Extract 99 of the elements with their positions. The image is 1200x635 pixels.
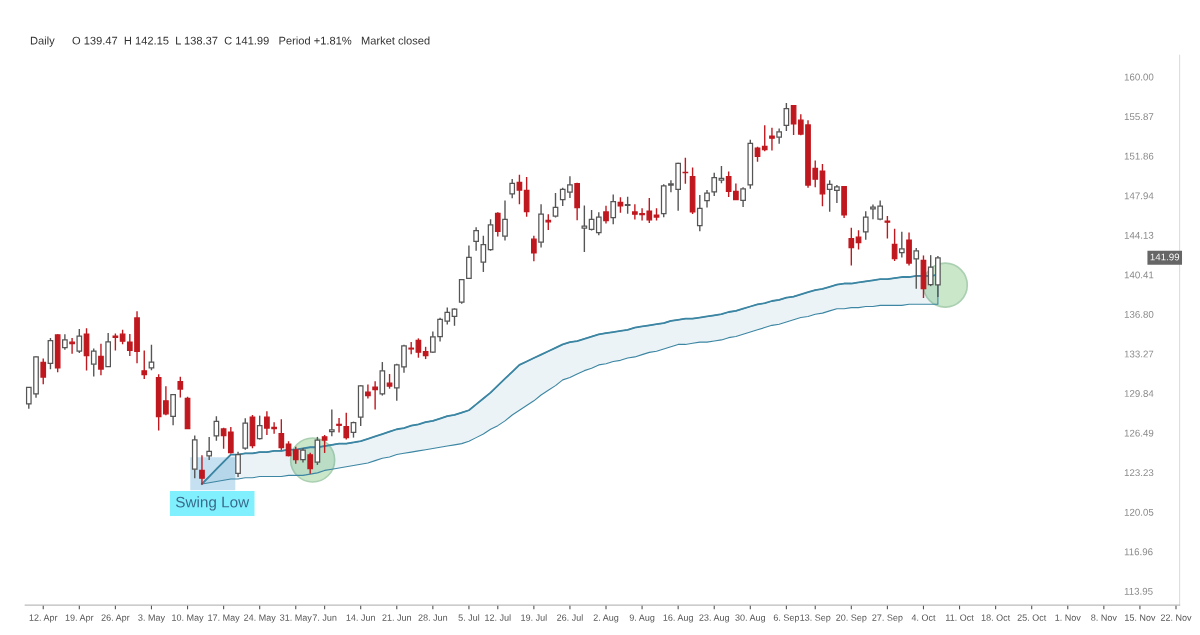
candlestick <box>898 231 905 259</box>
y-tick-label: 113.95 <box>1124 587 1153 595</box>
x-tick-label: 7. Jun <box>312 614 337 621</box>
annotation: 141.99 <box>1150 253 1180 261</box>
x-tick-label: 24. May <box>244 614 276 623</box>
candlestick <box>278 418 285 451</box>
candlestick <box>177 376 184 399</box>
candlestick <box>480 235 487 273</box>
y-tick-label: 155.87 <box>1124 113 1154 121</box>
x-tick-label: 3. May <box>138 614 165 623</box>
x-tick-label: 11. Oct <box>946 614 974 621</box>
candlestick <box>790 104 797 136</box>
candlestick <box>365 383 371 400</box>
candlestick <box>509 178 516 199</box>
candlestick <box>494 211 501 238</box>
y-tick-label: 123.23 <box>1124 469 1154 477</box>
y-tick-label: 144.13 <box>1124 231 1154 239</box>
candlestick <box>783 102 790 132</box>
candlestick <box>458 278 465 305</box>
candlestick <box>906 231 912 267</box>
chart-subtitle: O 139.47 H 142.15 L 138.37 C 141.99 Period +1.81% Market closed <box>72 36 430 45</box>
x-tick-label: 4. Oct <box>911 614 936 621</box>
candlestick <box>235 451 241 478</box>
x-tick-label: 15. Nov <box>1125 614 1156 621</box>
candlestick <box>848 226 855 267</box>
x-tick-label: 27. Sep <box>872 614 903 623</box>
y-tick-label: 140.41 <box>1124 271 1154 279</box>
x-tick-label: 5. Jul <box>458 614 480 621</box>
candlestick <box>530 235 537 262</box>
x-tick-label: 25. Oct <box>1017 614 1047 621</box>
y-tick-label: 116.96 <box>1124 548 1153 556</box>
y-tick-label: 160.00 <box>1124 73 1154 81</box>
candlestick <box>336 417 342 434</box>
x-tick-label: 1. Nov <box>1055 614 1081 621</box>
x-tick-label: 21. Jun <box>382 614 411 621</box>
x-tick-label: 9. Aug <box>629 614 655 623</box>
candlestick <box>328 408 335 437</box>
candlestick <box>761 124 768 152</box>
candlestick <box>466 244 472 280</box>
x-tick-label: 10. May <box>172 614 204 623</box>
candlestick <box>696 194 703 232</box>
candlestick <box>40 357 47 385</box>
candlestick <box>148 344 155 371</box>
x-tick-label: 23. Aug <box>699 614 729 623</box>
x-tick-label: 12. Apr <box>29 614 58 623</box>
candlestick <box>141 349 148 380</box>
x-tick-label: 31. May <box>280 614 312 623</box>
x-tick-label: 8. Nov <box>1091 614 1117 621</box>
candlestick <box>199 454 205 486</box>
candlestick <box>884 215 891 240</box>
candlestick <box>227 426 234 455</box>
x-tick-label: 28. Jun <box>418 614 448 621</box>
x-tick-label: 17. May <box>208 614 240 623</box>
x-tick-label: 14. Jun <box>346 614 375 621</box>
candlestick <box>170 393 176 426</box>
x-tick-label: 2. Aug <box>593 614 619 623</box>
x-tick-label: 18. Oct <box>981 614 1011 621</box>
chart-title: Daily <box>30 36 55 47</box>
candlestick <box>206 436 213 461</box>
annotation: Swing Low <box>175 496 250 511</box>
candlestick <box>256 414 263 441</box>
y-tick-label: 136.80 <box>1124 310 1154 318</box>
x-tick-label: 20. Sep <box>836 614 867 623</box>
candlestick <box>343 412 350 441</box>
candlestick <box>711 172 718 197</box>
x-tick-label: 6. Sep <box>773 614 800 623</box>
candlestick <box>379 361 386 397</box>
candlestick <box>98 343 104 376</box>
candlestick <box>862 210 869 241</box>
candlestick <box>372 380 378 411</box>
candlestick <box>307 452 314 475</box>
candlestick <box>516 173 523 206</box>
y-tick-label: 151.86 <box>1124 152 1154 160</box>
candlestick <box>740 186 746 208</box>
candlestick <box>610 193 617 225</box>
y-tick-label: 126.49 <box>1124 429 1154 437</box>
candlestick <box>90 347 97 378</box>
x-tick-label: 13. Sep <box>800 614 831 623</box>
candlestick <box>581 204 588 253</box>
candlestick <box>502 199 508 242</box>
y-tick-label: 120.05 <box>1124 508 1154 516</box>
x-tick-label: 19. Jul <box>521 614 547 621</box>
x-tick-label: 16. Aug <box>663 614 693 623</box>
x-tick-label: 12. Jul <box>485 614 511 621</box>
x-tick-label: 30. Aug <box>735 614 766 623</box>
x-tick-label: 26. Apr <box>101 614 130 623</box>
x-tick-label: 22. Nov <box>1160 614 1192 621</box>
y-tick-label: 147.94 <box>1124 192 1154 200</box>
y-tick-label: 129.84 <box>1124 390 1154 397</box>
x-tick-label: 19. Apr <box>65 614 94 623</box>
candlestick <box>314 436 321 466</box>
candlestick <box>76 328 83 354</box>
candlestick <box>473 226 479 252</box>
candlestick <box>913 247 920 290</box>
x-tick-label: 26. Jul <box>557 614 583 621</box>
y-tick-label: 133.27 <box>1124 350 1154 358</box>
candlestick <box>595 211 602 237</box>
candlestick <box>769 127 775 152</box>
candlestick <box>523 176 530 218</box>
